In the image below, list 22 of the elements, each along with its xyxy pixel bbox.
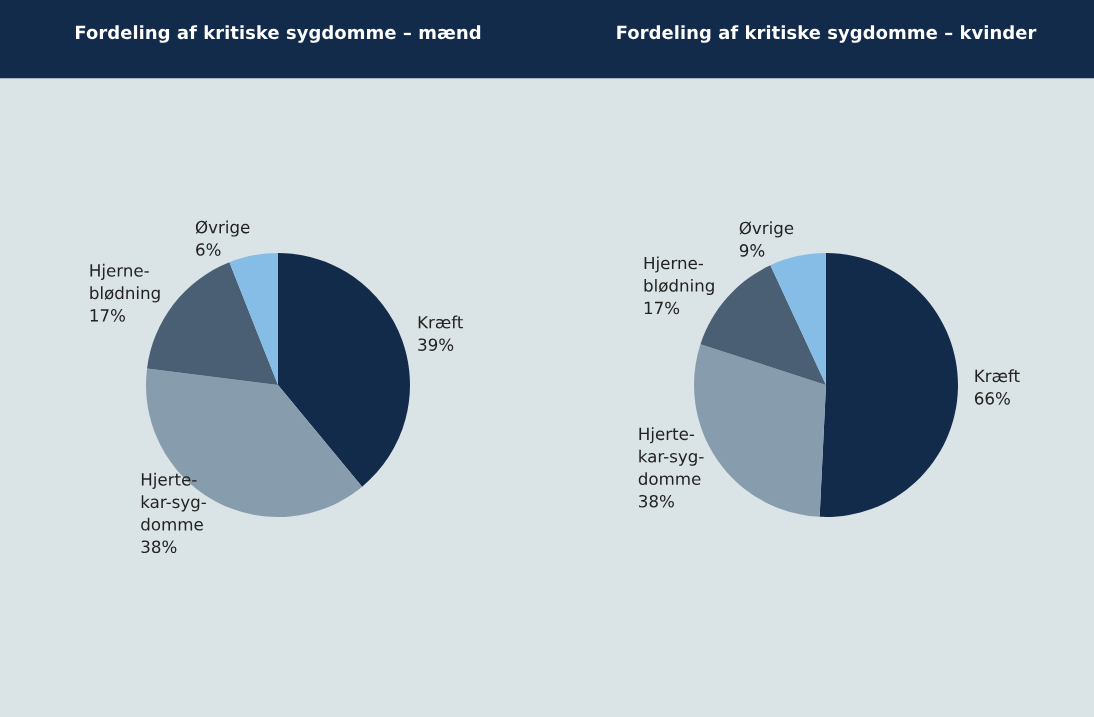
data-label: 38%: [141, 540, 177, 554]
data-label: 6%: [196, 243, 221, 256]
slice-label: Hjerte- kar-syg- domme: [638, 427, 704, 486]
slice-label: Hjerne- blødning: [90, 263, 160, 303]
chart-title: Fordeling af kritiske sygdomme – kvinder: [617, 25, 1037, 43]
data-label: 66%: [974, 392, 1010, 405]
slice-label: Øvrige: [739, 221, 794, 238]
data-label: 17%: [90, 309, 125, 322]
pie-slice: [770, 253, 826, 385]
slice-label: Hjerte- kar-syg- domme: [141, 472, 206, 531]
data-label: 9%: [739, 244, 765, 257]
slice-label: Øvrige: [195, 220, 250, 237]
pie-slice: [819, 253, 958, 517]
pie-slice: [229, 253, 278, 385]
slice-label: Hjerne- blødning: [644, 256, 714, 296]
chart-title: Fordeling af kritiske sygdomme – mænd: [75, 25, 481, 43]
slice-label: Kræft: [418, 315, 463, 329]
pie-slice: [278, 253, 410, 487]
data-label: 38%: [639, 494, 674, 508]
data-label: 17%: [644, 301, 680, 315]
slice-label: Kræft: [975, 369, 1020, 383]
data-label: 39%: [418, 338, 454, 351]
